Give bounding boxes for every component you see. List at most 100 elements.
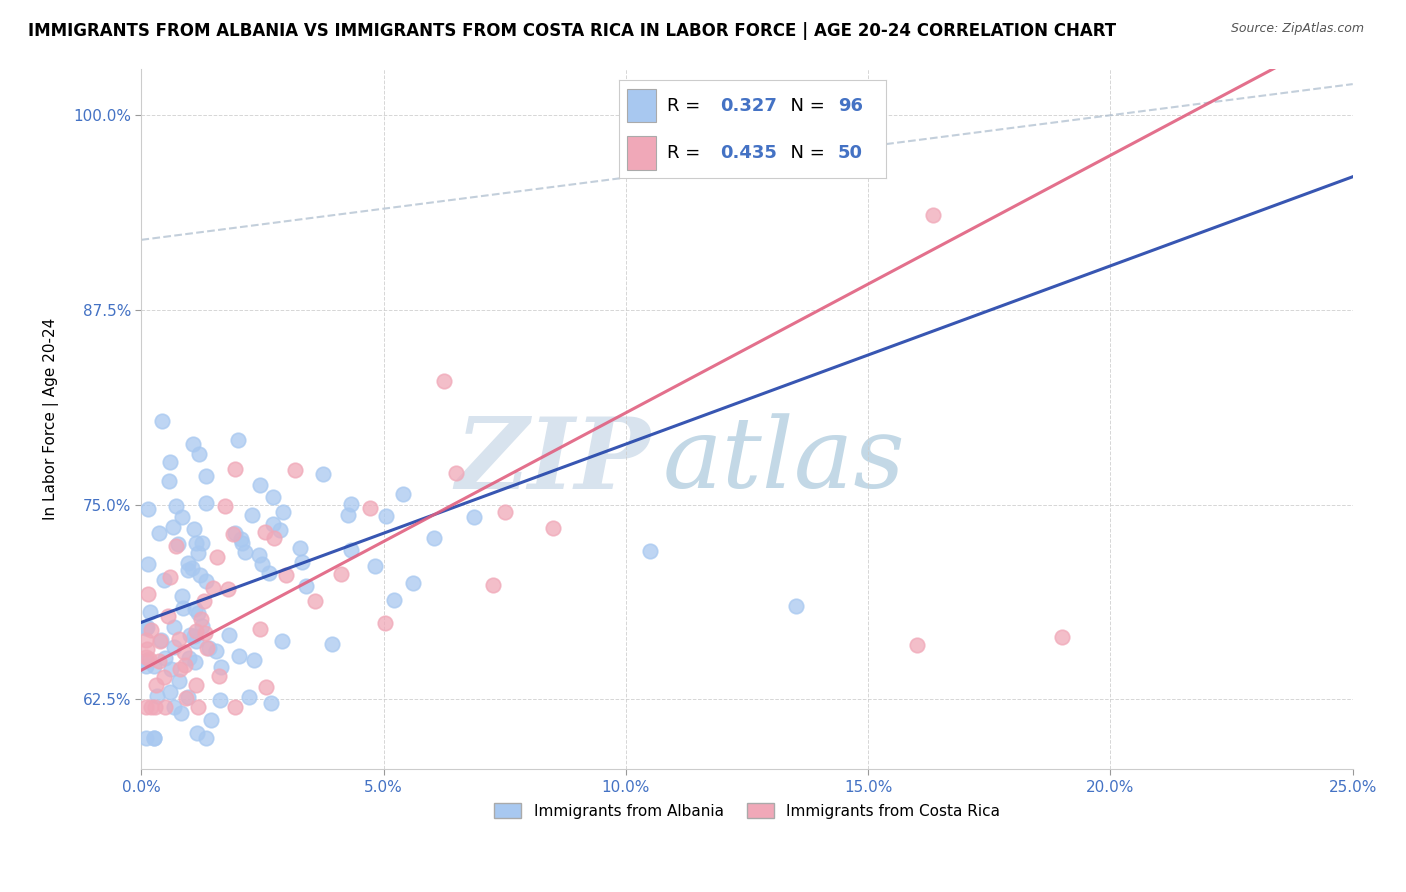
Point xyxy=(143,731,166,746)
Point xyxy=(135,654,157,668)
Point xyxy=(141,623,163,637)
Point xyxy=(187,546,209,560)
Point xyxy=(186,726,208,740)
Point xyxy=(359,500,381,515)
Point xyxy=(191,535,214,549)
Point xyxy=(288,541,311,556)
Point xyxy=(201,581,224,595)
Point xyxy=(218,627,240,641)
Text: atlas: atlas xyxy=(662,413,905,508)
Point xyxy=(184,535,207,549)
Point xyxy=(226,433,249,447)
Point xyxy=(170,589,193,603)
Text: R =: R = xyxy=(666,144,706,161)
FancyBboxPatch shape xyxy=(627,136,657,169)
Point xyxy=(157,475,180,489)
Point xyxy=(170,509,193,524)
Point xyxy=(304,594,326,608)
Point xyxy=(148,654,170,668)
Point xyxy=(247,548,270,562)
Point xyxy=(197,641,219,656)
Point xyxy=(204,643,226,657)
Point xyxy=(186,624,208,638)
Point xyxy=(208,669,231,683)
Point xyxy=(638,544,661,558)
Point xyxy=(921,208,943,222)
Point xyxy=(159,455,181,469)
Point xyxy=(173,645,195,659)
Point xyxy=(224,700,246,714)
Point xyxy=(188,568,211,582)
Point xyxy=(135,659,157,673)
Point xyxy=(136,587,159,601)
Point xyxy=(284,463,307,477)
Point xyxy=(193,626,215,640)
Point xyxy=(184,678,207,692)
Point xyxy=(183,522,205,536)
Point xyxy=(184,602,207,616)
Point xyxy=(149,634,172,648)
Point xyxy=(159,685,181,699)
Point xyxy=(543,521,565,535)
Point xyxy=(177,557,200,571)
Point xyxy=(163,640,186,654)
Point xyxy=(190,612,212,626)
Point xyxy=(146,689,169,703)
Point xyxy=(195,469,218,483)
Point xyxy=(238,690,260,705)
Point xyxy=(150,414,173,428)
Point xyxy=(249,478,271,492)
Point xyxy=(145,678,167,692)
Point xyxy=(291,555,314,569)
Point xyxy=(141,700,163,714)
Point xyxy=(163,699,186,714)
Point xyxy=(224,526,246,541)
Point xyxy=(188,447,211,461)
Point xyxy=(169,662,191,676)
Point xyxy=(186,634,208,648)
Point xyxy=(260,696,283,710)
Point xyxy=(138,557,160,571)
FancyBboxPatch shape xyxy=(627,89,657,122)
Point xyxy=(180,561,202,575)
Point xyxy=(160,662,183,676)
Point xyxy=(785,599,807,613)
Text: 50: 50 xyxy=(838,144,863,161)
Point xyxy=(254,680,277,694)
Point xyxy=(269,524,291,538)
Point xyxy=(167,632,190,646)
Point xyxy=(1050,630,1073,644)
Point xyxy=(321,637,343,651)
Point xyxy=(142,731,165,746)
Point xyxy=(340,543,363,558)
Point xyxy=(138,652,160,666)
Point xyxy=(249,623,271,637)
Point xyxy=(135,649,157,664)
Point xyxy=(172,601,194,615)
Point xyxy=(162,620,184,634)
Point xyxy=(136,501,159,516)
Point xyxy=(214,499,236,513)
Point xyxy=(169,673,191,688)
Point xyxy=(181,437,204,451)
Point xyxy=(402,576,425,591)
Point xyxy=(339,497,361,511)
Point xyxy=(187,700,209,714)
Point xyxy=(262,516,284,531)
Point xyxy=(224,462,246,476)
Point xyxy=(170,706,193,721)
Point xyxy=(167,537,190,551)
Point xyxy=(135,621,157,635)
Point xyxy=(231,536,253,550)
Point xyxy=(174,657,197,672)
Point xyxy=(177,563,200,577)
Point xyxy=(273,505,295,519)
Point xyxy=(193,594,215,608)
Point xyxy=(482,578,505,592)
Text: N =: N = xyxy=(779,97,831,115)
Point xyxy=(200,714,222,728)
Point xyxy=(384,592,406,607)
Point xyxy=(174,690,197,705)
Point xyxy=(195,731,218,746)
Text: IMMIGRANTS FROM ALBANIA VS IMMIGRANTS FROM COSTA RICA IN LABOR FORCE | AGE 20-24: IMMIGRANTS FROM ALBANIA VS IMMIGRANTS FR… xyxy=(28,22,1116,40)
